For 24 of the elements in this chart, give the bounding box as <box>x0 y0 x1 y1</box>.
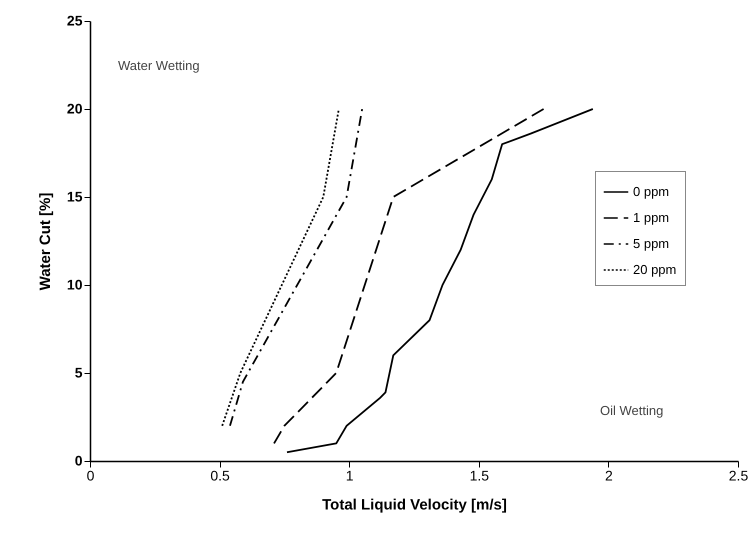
x-axis-title: Total Liquid Velocity [m/s] <box>322 496 507 514</box>
line-series <box>221 108 340 427</box>
legend-label: 0 ppm <box>633 184 670 199</box>
legend-label: 1 ppm <box>633 210 670 225</box>
y-tick-label: 0 <box>74 452 83 468</box>
y-tick-label: 10 <box>66 276 83 292</box>
line-series <box>286 108 594 454</box>
y-tick-label: 25 <box>66 12 83 28</box>
x-tick-label: 2.5 <box>728 468 748 484</box>
x-tick-label: 1 <box>346 468 354 484</box>
line-series <box>229 108 364 427</box>
line-series <box>273 108 544 444</box>
annotation: Oil Wetting <box>600 403 664 418</box>
x-tick-label: 2 <box>605 468 613 484</box>
x-tick-label: 0.5 <box>210 468 230 484</box>
y-tick-label: 20 <box>66 100 83 116</box>
legend-label: 5 ppm <box>633 236 670 251</box>
legend-label: 20 ppm <box>633 262 676 277</box>
annotation: Water Wetting <box>118 58 200 73</box>
x-tick-label: 1.5 <box>470 468 490 484</box>
y-axis-title: Water Cut [%] <box>36 192 54 290</box>
y-tick-label: 5 <box>74 364 83 380</box>
y-tick-label: 15 <box>66 188 83 204</box>
x-tick-label: 0 <box>86 468 95 484</box>
